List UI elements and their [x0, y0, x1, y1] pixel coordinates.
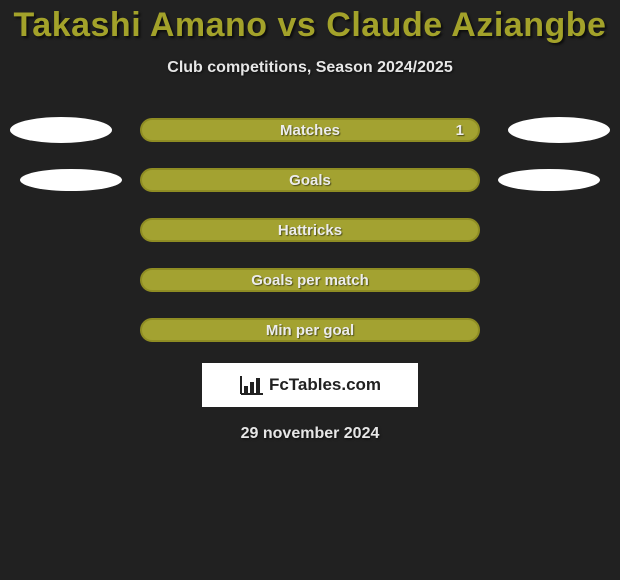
stat-bar: Hattricks — [140, 218, 480, 242]
stat-label: Goals per match — [251, 272, 369, 289]
bar-chart-icon — [239, 374, 265, 396]
stat-label: Goals — [289, 172, 331, 189]
stat-label: Matches — [280, 122, 340, 139]
stat-row-hattricks: Hattricks — [0, 217, 620, 243]
logo[interactable]: FcTables.com — [202, 363, 418, 407]
stat-bar: Goals — [140, 168, 480, 192]
left-value-pill — [10, 117, 112, 143]
date-label: 29 november 2024 — [0, 425, 620, 443]
page-title: Takashi Amano vs Claude Aziangbe — [0, 0, 620, 45]
stat-bar: Min per goal — [140, 318, 480, 342]
stat-value-right: 1 — [456, 122, 464, 139]
stat-row-goals: Goals — [0, 167, 620, 193]
stats-rows: Matches 1 Goals Hattricks Goals per matc… — [0, 117, 620, 343]
right-value-pill — [508, 117, 610, 143]
stat-row-goals-per-match: Goals per match — [0, 267, 620, 293]
left-value-pill — [20, 169, 122, 191]
stat-bar: Matches 1 — [140, 118, 480, 142]
logo-text: FcTables.com — [269, 375, 381, 395]
stat-label: Hattricks — [278, 222, 342, 239]
stat-label: Min per goal — [266, 322, 354, 339]
stat-row-min-per-goal: Min per goal — [0, 317, 620, 343]
stat-bar: Goals per match — [140, 268, 480, 292]
subtitle: Club competitions, Season 2024/2025 — [0, 59, 620, 77]
right-value-pill — [498, 169, 600, 191]
stat-row-matches: Matches 1 — [0, 117, 620, 143]
